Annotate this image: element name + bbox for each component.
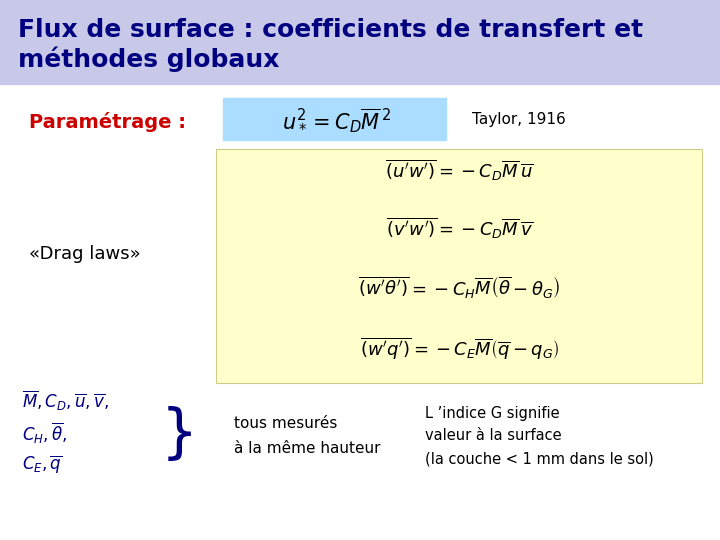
FancyBboxPatch shape: [223, 98, 446, 140]
Text: $\overline{M}, C_D, \overline{u}, \overline{v},$: $\overline{M}, C_D, \overline{u}, \overl…: [22, 389, 109, 413]
Text: Paramétrage :: Paramétrage :: [29, 111, 186, 132]
Text: $C_H, \overline{\theta},$: $C_H, \overline{\theta},$: [22, 421, 67, 446]
Text: L ’indice G signifie: L ’indice G signifie: [425, 406, 559, 421]
FancyBboxPatch shape: [0, 0, 720, 84]
Text: «Drag laws»: «Drag laws»: [29, 245, 140, 263]
Text: $u_*^2 = C_D\overline{M}^{\,2}$: $u_*^2 = C_D\overline{M}^{\,2}$: [282, 106, 392, 132]
Text: $\overline{(w'\theta')} = -C_H\overline{M}\left(\overline{\theta}-\theta_G\right: $\overline{(w'\theta')} = -C_H\overline{…: [359, 274, 560, 300]
Text: Taylor, 1916: Taylor, 1916: [472, 112, 565, 127]
Text: $\overline{(u'w')} = -C_D\overline{M}\,\overline{u}$: $\overline{(u'w')} = -C_D\overline{M}\,\…: [385, 157, 534, 183]
FancyBboxPatch shape: [216, 148, 702, 383]
Text: (la couche < 1 mm dans le sol): (la couche < 1 mm dans le sol): [425, 451, 654, 467]
Text: $C_E, \overline{q}$: $C_E, \overline{q}$: [22, 454, 62, 475]
Text: $\}$: $\}$: [160, 403, 192, 463]
Text: $\overline{(v'w')} = -C_D\overline{M}\,\overline{v}$: $\overline{(v'w')} = -C_D\overline{M}\,\…: [386, 215, 533, 241]
Text: $\overline{(w'q')} = -C_E\overline{M}\left(\overline{q}-q_G\right)$: $\overline{(w'q')} = -C_E\overline{M}\le…: [360, 335, 559, 362]
Text: valeur à la surface: valeur à la surface: [425, 428, 562, 443]
Text: Flux de surface : coefficients de transfert et
méthodes globaux: Flux de surface : coefficients de transf…: [18, 18, 643, 72]
Text: tous mesurés: tous mesurés: [234, 416, 338, 431]
Text: à la même hauteur: à la même hauteur: [234, 441, 380, 456]
